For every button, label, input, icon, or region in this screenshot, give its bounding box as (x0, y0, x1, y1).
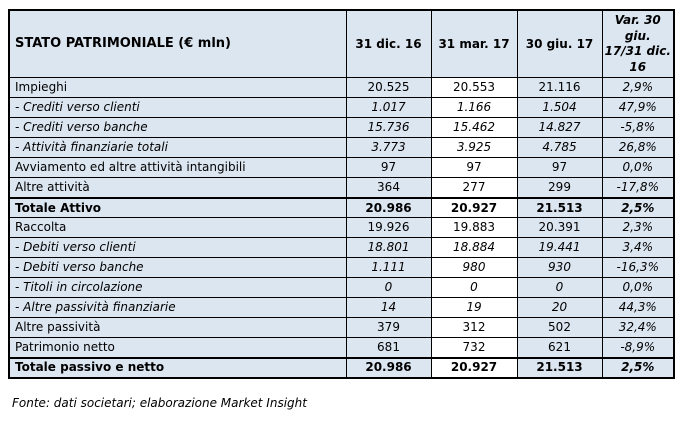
cell-value: 21.513 (516, 196, 603, 219)
row-label: - Crediti verso clienti (8, 97, 347, 119)
cell-value: 20.525 (345, 77, 432, 99)
row-label: - Titoli in circolazione (8, 277, 347, 299)
cell-value: 97 (345, 157, 432, 179)
cell-variation: -16,3% (601, 257, 675, 279)
table-row-altre-attivita: Altre attività 364 277 299 -17,8% (8, 177, 675, 199)
cell-value: 0 (516, 277, 603, 299)
cell-value: 15.462 (430, 117, 518, 139)
cell-value: 930 (516, 257, 603, 279)
cell-value: 1.504 (516, 97, 603, 119)
row-label: Totale passivo e netto (8, 356, 347, 379)
table-row-raccolta: Raccolta 19.926 19.883 20.391 2,3% (8, 217, 675, 239)
cell-value: 21.116 (516, 77, 603, 99)
cell-variation: 3,4% (601, 237, 675, 259)
cell-variation: -8,9% (601, 337, 675, 359)
cell-value: 14 (345, 297, 432, 319)
row-label: - Attività finanziarie totali (8, 137, 347, 159)
cell-value: 0 (345, 277, 432, 299)
cell-value: 20.927 (430, 196, 518, 219)
cell-value: 20.553 (430, 77, 518, 99)
row-label: - Altre passività finanziarie (8, 297, 347, 319)
cell-value: 97 (430, 157, 518, 179)
cell-value: 15.736 (345, 117, 432, 139)
cell-value: 97 (516, 157, 603, 179)
table-row-totale-passivo: Totale passivo e netto 20.986 20.927 21.… (8, 356, 675, 379)
cell-value: 1.017 (345, 97, 432, 119)
cell-value: 20.986 (345, 196, 432, 219)
table-row-totale-attivo: Totale Attivo 20.986 20.927 21.513 2,5% (8, 196, 675, 219)
row-label: - Debiti verso banche (8, 257, 347, 279)
cell-variation: -5,8% (601, 117, 675, 139)
row-label: Altre passività (8, 317, 347, 339)
table-row-attivita-finanziarie: - Attività finanziarie totali 3.773 3.92… (8, 137, 675, 159)
header-row: STATO PATRIMONIALE (€ mln) 31 dic. 16 31… (8, 9, 675, 79)
row-label: Avviamento ed altre attività intangibili (8, 157, 347, 179)
table-row-impieghi: Impieghi 20.525 20.553 21.116 2,9% (8, 77, 675, 99)
cell-value: 14.827 (516, 117, 603, 139)
cell-variation: 2,3% (601, 217, 675, 239)
cell-value: 379 (345, 317, 432, 339)
col-header-30-giu-17: 30 giu. 17 (516, 9, 603, 79)
cell-value: 0 (430, 277, 518, 299)
cell-value: 621 (516, 337, 603, 359)
cell-value: 3.773 (345, 137, 432, 159)
col-header-31-mar-17: 31 mar. 17 (430, 9, 518, 79)
cell-variation: 2,9% (601, 77, 675, 99)
row-label: Impieghi (8, 77, 347, 99)
cell-value: 21.513 (516, 356, 603, 379)
cell-value: 364 (345, 177, 432, 199)
balance-sheet-table-container: STATO PATRIMONIALE (€ mln) 31 dic. 16 31… (8, 9, 675, 379)
cell-variation: 2,5% (601, 356, 675, 379)
row-label: Altre attività (8, 177, 347, 199)
cell-value: 1.166 (430, 97, 518, 119)
cell-variation: 0,0% (601, 157, 675, 179)
balance-sheet-table: STATO PATRIMONIALE (€ mln) 31 dic. 16 31… (8, 9, 675, 379)
cell-value: 18.884 (430, 237, 518, 259)
cell-variation: 0,0% (601, 277, 675, 299)
source-note: Fonte: dati societari; elaborazione Mark… (12, 396, 307, 410)
cell-value: 502 (516, 317, 603, 339)
cell-value: 299 (516, 177, 603, 199)
table-row-debiti-clienti: - Debiti verso clienti 18.801 18.884 19.… (8, 237, 675, 259)
table-row-patrimonio-netto: Patrimonio netto 681 732 621 -8,9% (8, 337, 675, 359)
cell-value: 19 (430, 297, 518, 319)
table-row-titoli-circolazione: - Titoli in circolazione 0 0 0 0,0% (8, 277, 675, 299)
cell-value: 681 (345, 337, 432, 359)
cell-value: 1.111 (345, 257, 432, 279)
table-row-crediti-banche: - Crediti verso banche 15.736 15.462 14.… (8, 117, 675, 139)
table-row-crediti-clienti: - Crediti verso clienti 1.017 1.166 1.50… (8, 97, 675, 119)
cell-variation: 32,4% (601, 317, 675, 339)
cell-value: 312 (430, 317, 518, 339)
row-label: - Debiti verso clienti (8, 237, 347, 259)
col-header-31-dic-16: 31 dic. 16 (345, 9, 432, 79)
cell-value: 20.927 (430, 356, 518, 379)
cell-variation: 2,5% (601, 196, 675, 219)
row-label: Totale Attivo (8, 196, 347, 219)
cell-value: 3.925 (430, 137, 518, 159)
cell-value: 19.883 (430, 217, 518, 239)
cell-value: 20.986 (345, 356, 432, 379)
cell-value: 20.391 (516, 217, 603, 239)
cell-variation: 26,8% (601, 137, 675, 159)
cell-value: 732 (430, 337, 518, 359)
cell-value: 277 (430, 177, 518, 199)
table-row-altre-passivita: Altre passività 379 312 502 32,4% (8, 317, 675, 339)
cell-value: 19.441 (516, 237, 603, 259)
row-label: - Crediti verso banche (8, 117, 347, 139)
col-header-variation: Var. 30 giu. 17/31 dic. 16 (601, 9, 675, 79)
cell-variation: 44,3% (601, 297, 675, 319)
cell-value: 19.926 (345, 217, 432, 239)
row-label: Raccolta (8, 217, 347, 239)
cell-variation: 47,9% (601, 97, 675, 119)
cell-value: 20 (516, 297, 603, 319)
table-row-avviamento: Avviamento ed altre attività intangibili… (8, 157, 675, 179)
cell-value: 980 (430, 257, 518, 279)
table-row-altre-passivita-finanziarie: - Altre passività finanziarie 14 19 20 4… (8, 297, 675, 319)
cell-variation: -17,8% (601, 177, 675, 199)
cell-value: 4.785 (516, 137, 603, 159)
table-row-debiti-banche: - Debiti verso banche 1.111 980 930 -16,… (8, 257, 675, 279)
row-label: Patrimonio netto (8, 337, 347, 359)
table-title: STATO PATRIMONIALE (€ mln) (8, 9, 347, 79)
cell-value: 18.801 (345, 237, 432, 259)
